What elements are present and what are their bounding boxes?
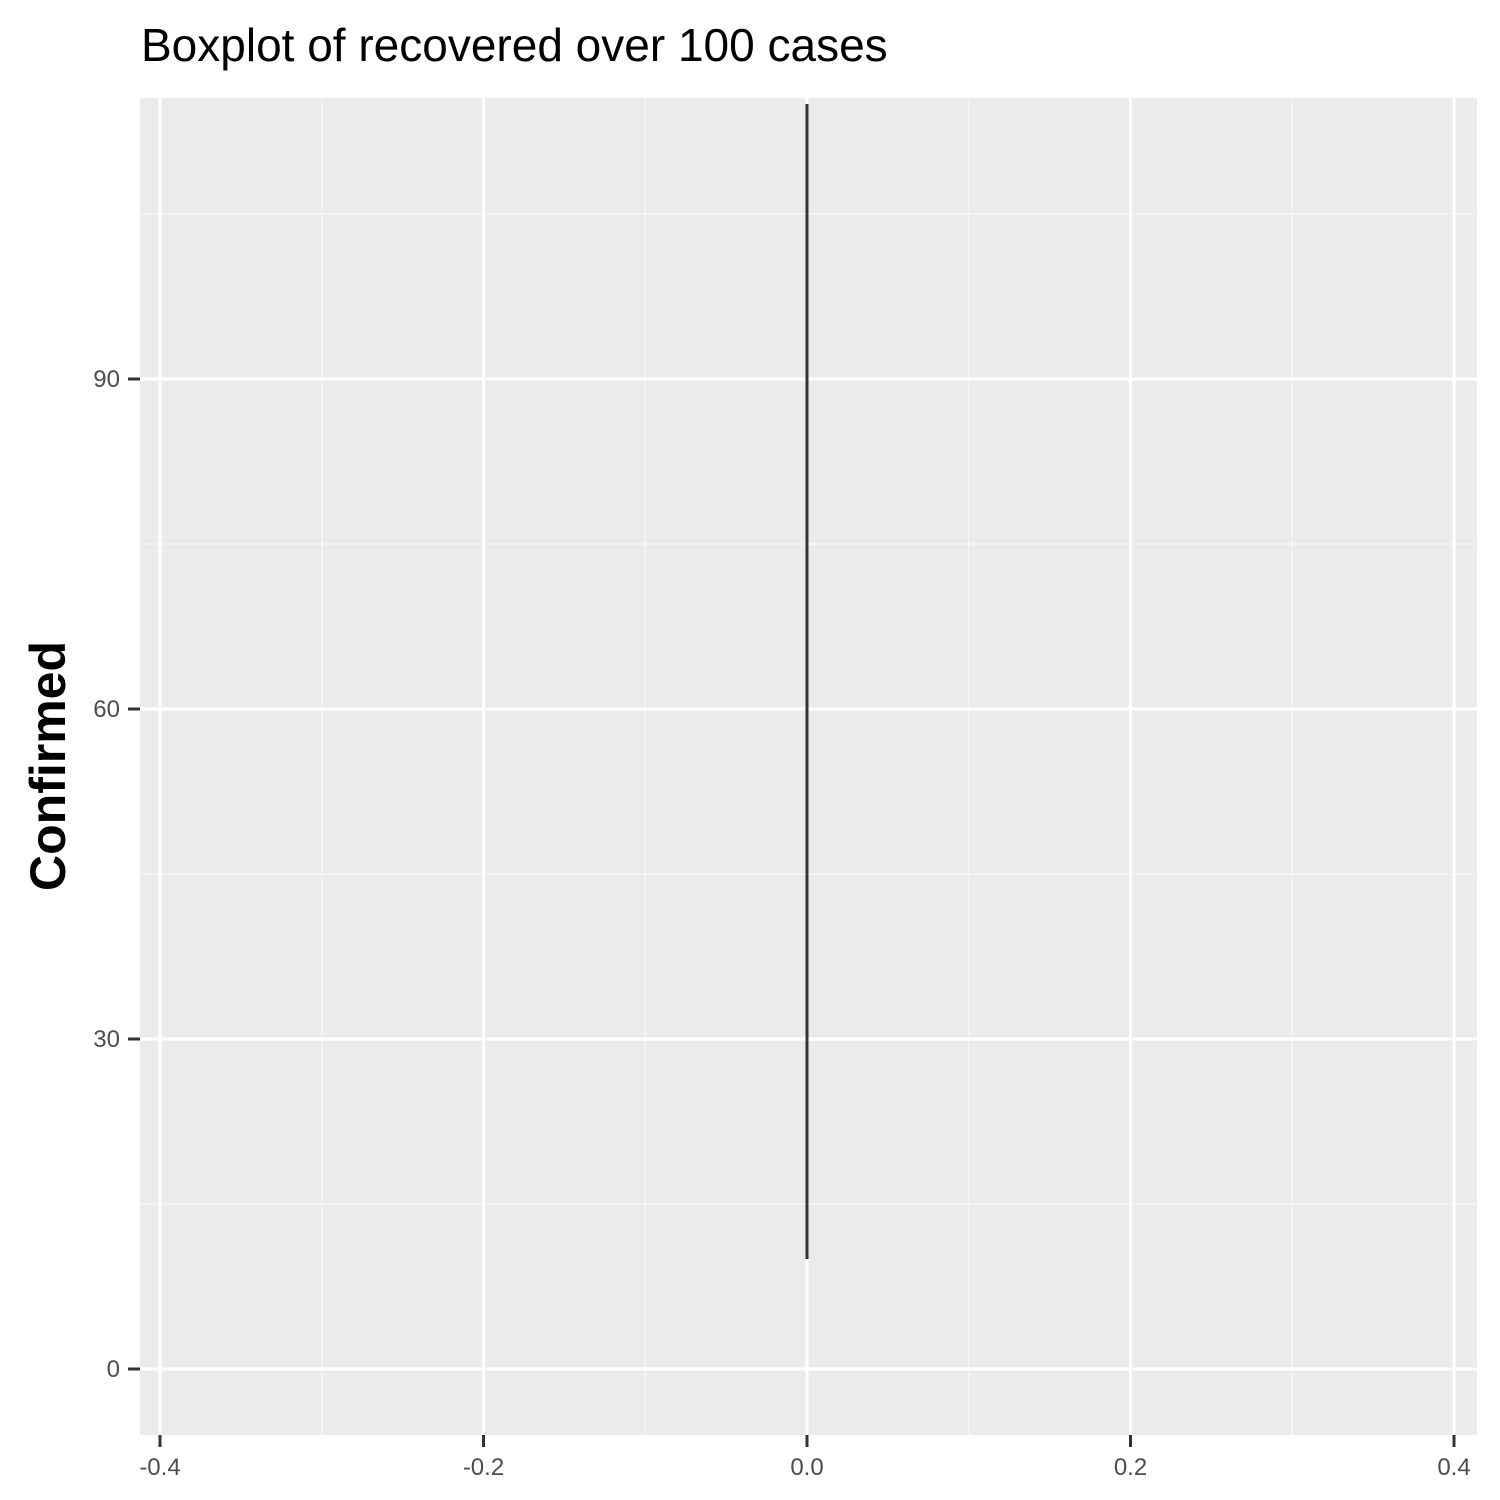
chart-title: Boxplot of recovered over 100 cases — [141, 19, 888, 71]
x-tick-label: -0.4 — [139, 1454, 180, 1481]
y-tick-label: 60 — [93, 696, 120, 723]
x-axis: -0.4 -0.2 0.0 0.2 0.4 — [139, 1435, 1471, 1481]
x-tick-label: 0.0 — [790, 1454, 823, 1481]
x-tick-label: 0.4 — [1437, 1454, 1470, 1481]
y-tick-label: 30 — [93, 1026, 120, 1053]
y-axis: 0 30 60 90 — [93, 366, 140, 1383]
y-tick-label: 90 — [93, 366, 120, 393]
x-tick-label: 0.2 — [1114, 1454, 1147, 1481]
y-tick-label: 0 — [107, 1356, 120, 1383]
x-tick-label: -0.2 — [463, 1454, 504, 1481]
